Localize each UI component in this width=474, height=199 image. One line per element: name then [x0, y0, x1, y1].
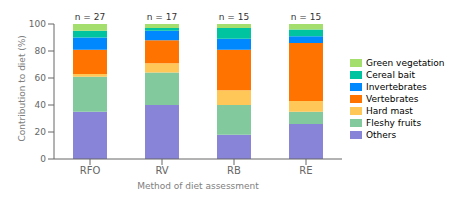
svg-text:100: 100	[29, 19, 46, 29]
svg-text:Method of diet assessment: Method of diet assessment	[137, 181, 259, 191]
html-text:Hard mast: Hard mast	[366, 105, 413, 116]
svg-text:60: 60	[35, 73, 47, 83]
svg-text:80: 80	[35, 46, 47, 56]
svg-text:Contribution to diet (%): Contribution to diet (%)	[17, 35, 27, 141]
svg-text:RV: RV	[155, 165, 168, 176]
svg-text:RE: RE	[299, 165, 312, 176]
svg-text:0: 0	[40, 154, 46, 164]
svg-text:n = 15: n = 15	[291, 12, 321, 22]
svg-text:RB: RB	[227, 165, 241, 176]
svg-text:n = 17: n = 17	[147, 12, 177, 22]
html-text:Vertebrates: Vertebrates	[366, 93, 419, 104]
svg-text:n = 27: n = 27	[75, 12, 105, 22]
svg-text:20: 20	[35, 127, 47, 137]
svg-text:RFO: RFO	[80, 165, 101, 176]
html-text:Invertebrates: Invertebrates	[366, 81, 427, 92]
svg-text:n = 15: n = 15	[219, 12, 249, 22]
html-text:Fleshy fruits: Fleshy fruits	[366, 117, 422, 128]
html-text:Others: Others	[366, 129, 397, 140]
html-text:Green vegetation: Green vegetation	[366, 57, 445, 68]
svg-text:40: 40	[35, 100, 47, 110]
html-text:Cereal bait: Cereal bait	[366, 69, 415, 80]
